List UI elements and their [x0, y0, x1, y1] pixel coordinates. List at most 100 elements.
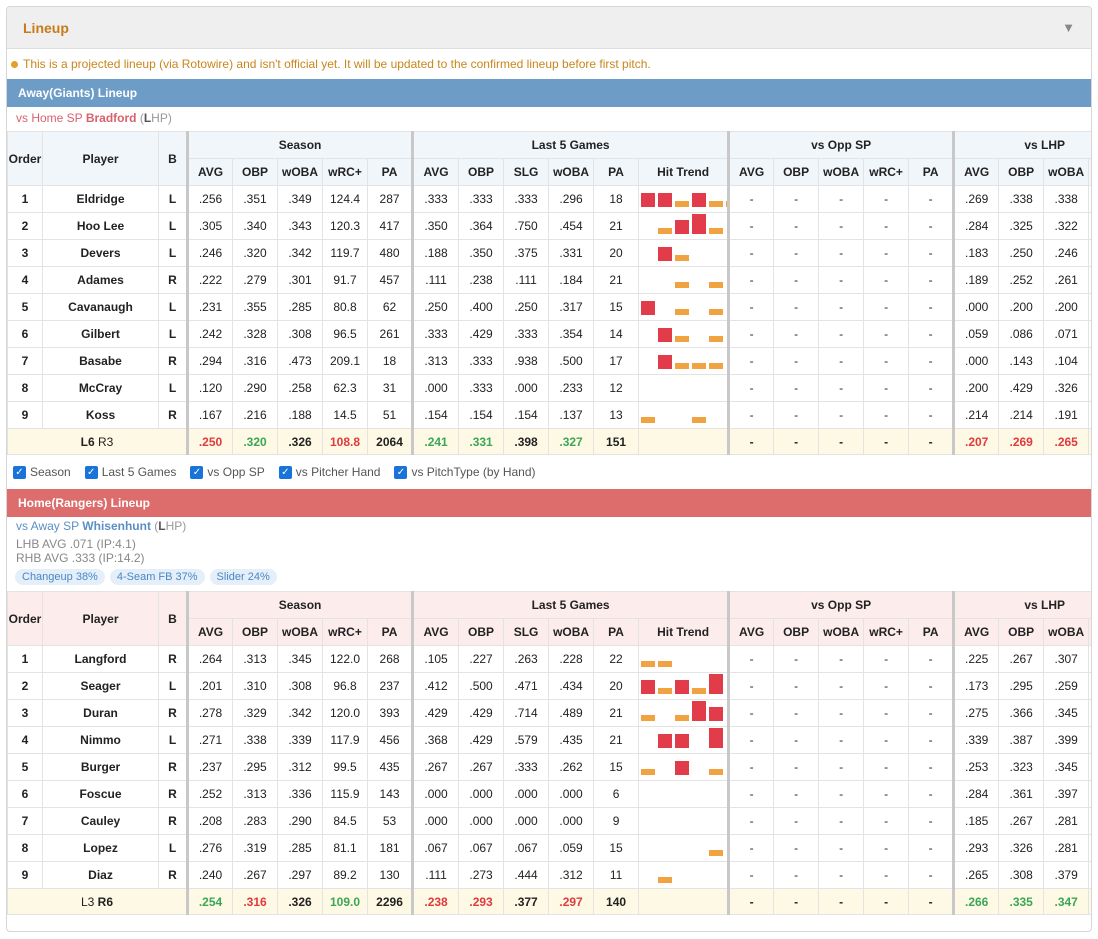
opp-col-wrc[interactable]: wRC+: [863, 618, 910, 646]
summary-hand-stat: .266: [952, 888, 1000, 915]
player-name[interactable]: Adames: [42, 266, 159, 294]
toggle-vs-pitchtype-by-hand[interactable]: ✓ vs PitchType (by Hand): [394, 465, 536, 479]
hand-col-woba[interactable]: wOBA: [1043, 618, 1090, 646]
player-row[interactable]: 9 Diaz R .240.267.297 89.2 130.111.273.444.31…: [7, 861, 1091, 889]
opp-col-pa[interactable]: PA: [908, 618, 955, 646]
season-col-woba[interactable]: wOBA: [277, 618, 323, 646]
player-name[interactable]: McCray: [42, 374, 159, 402]
season-col-woba[interactable]: wOBA: [277, 158, 323, 186]
opp-col-obp[interactable]: OBP: [773, 618, 820, 646]
player-name[interactable]: Langford: [42, 645, 159, 673]
player-name[interactable]: Seager: [42, 672, 159, 700]
away-sp-name[interactable]: Bradford: [85, 111, 137, 125]
player-row[interactable]: 9 Koss R .167.216.188 14.5 51.154.154.154.137…: [7, 401, 1091, 429]
player-name[interactable]: Koss: [42, 401, 159, 429]
last5-col-obp[interactable]: OBP: [458, 158, 505, 186]
player-name[interactable]: Cauley: [42, 807, 159, 835]
last5-col-obp[interactable]: OBP: [458, 618, 505, 646]
season-col-obp[interactable]: OBP: [232, 158, 278, 186]
player-name[interactable]: Gilbert: [42, 320, 159, 348]
hand-col-obp[interactable]: OBP: [998, 618, 1045, 646]
home-sp-name[interactable]: Whisenhunt: [82, 519, 151, 533]
player-row[interactable]: 3 Duran R .278.329.342 120.0 393.429.429.714.…: [7, 699, 1091, 727]
player-row[interactable]: 5 Burger R .237.295.312 99.5 435.267.267.333.…: [7, 753, 1091, 781]
player-name[interactable]: Burger: [42, 753, 159, 781]
player-name[interactable]: Hoo Lee: [42, 212, 159, 240]
player-name[interactable]: Diaz: [42, 861, 159, 889]
player-name[interactable]: Lopez: [42, 834, 159, 862]
toggle-season[interactable]: ✓ Season: [13, 465, 71, 479]
player-row[interactable]: 6 Gilbert L .242.328.308 96.5 261.333.429.333…: [7, 320, 1091, 348]
player-row[interactable]: 6 Foscue R .252.313.336 115.9 143.000.000.000…: [7, 780, 1091, 808]
checkbox-checked-icon[interactable]: ✓: [394, 465, 408, 479]
lineup-panel: Lineup ▼ This is a projected lineup (via…: [6, 6, 1092, 932]
last5-col-avg[interactable]: AVG: [411, 618, 460, 646]
checkbox-checked-icon[interactable]: ✓: [190, 465, 204, 479]
season-col-pa[interactable]: PA: [366, 618, 414, 646]
hand-col-obp[interactable]: OBP: [998, 158, 1045, 186]
hand-col-wrc[interactable]: wRC+: [1088, 618, 1091, 646]
player-row[interactable]: 4 Nimmo L .271.338.339 117.9 456.368.429.579.…: [7, 726, 1091, 754]
season-col-avg[interactable]: AVG: [186, 158, 233, 186]
collapse-caret-icon[interactable]: ▼: [1062, 20, 1075, 35]
last5-col-hit-trend[interactable]: Hit Trend: [638, 618, 730, 646]
hand-col-woba[interactable]: wOBA: [1043, 158, 1090, 186]
season-col-wrc[interactable]: wRC+: [322, 618, 368, 646]
opp-col-avg[interactable]: AVG: [727, 158, 775, 186]
player-row[interactable]: 4 Adames R .222.279.301 91.7 457.111.238.111.…: [7, 266, 1091, 294]
player-name[interactable]: Eldridge: [42, 185, 159, 213]
player-row[interactable]: 8 McCray L .120.290.258 62.3 31.000.333.000.2…: [7, 374, 1091, 402]
player-row[interactable]: 2 Hoo Lee L .305.340.343 120.3 417.350.364.75…: [7, 212, 1091, 240]
player-name[interactable]: Nimmo: [42, 726, 159, 754]
panel-header[interactable]: Lineup ▼: [7, 7, 1091, 49]
season-col-wrc[interactable]: wRC+: [322, 158, 368, 186]
pitch-type-pill[interactable]: Changeup 38%: [15, 569, 105, 585]
toggle-vs-pitcher-hand[interactable]: ✓ vs Pitcher Hand: [278, 465, 380, 479]
player-name[interactable]: Cavanaugh: [42, 293, 159, 321]
opp-col-woba[interactable]: wOBA: [818, 158, 865, 186]
opp-col-avg[interactable]: AVG: [727, 618, 775, 646]
last5-col-slg[interactable]: SLG: [503, 158, 550, 186]
last5-col-pa[interactable]: PA: [593, 158, 640, 186]
last5-col-slg[interactable]: SLG: [503, 618, 550, 646]
player-row[interactable]: 7 Cauley R .208.283.290 84.5 53.000.000.000.0…: [7, 807, 1091, 835]
season-col-obp[interactable]: OBP: [232, 618, 278, 646]
season-col-avg[interactable]: AVG: [186, 618, 233, 646]
opp-col-wrc[interactable]: wRC+: [863, 158, 910, 186]
player-row[interactable]: 1 Eldridge L .256.351.349 124.4 287.333.333.3…: [7, 185, 1091, 213]
last5-col-pa[interactable]: PA: [593, 618, 640, 646]
hand-col-avg[interactable]: AVG: [952, 618, 1000, 646]
player-name[interactable]: Basabe: [42, 347, 159, 375]
pitch-type-pill[interactable]: Slider 24%: [209, 569, 277, 585]
summary-last5-stat: .293: [458, 888, 505, 915]
last5-col-woba[interactable]: wOBA: [548, 618, 595, 646]
last5-col-hit-trend[interactable]: Hit Trend: [638, 158, 730, 186]
opp-col-pa[interactable]: PA: [908, 158, 955, 186]
checkbox-checked-icon[interactable]: ✓: [278, 465, 292, 479]
hand-col-wrc[interactable]: wRC+: [1088, 158, 1091, 186]
season-col-pa[interactable]: PA: [366, 158, 414, 186]
player-name[interactable]: Foscue: [42, 780, 159, 808]
toggle-vs-opp-sp[interactable]: ✓ vs Opp SP: [190, 465, 265, 479]
toggle-last-5-games[interactable]: ✓ Last 5 Games: [84, 465, 176, 479]
opp-col-obp[interactable]: OBP: [773, 158, 820, 186]
player-name[interactable]: Duran: [42, 699, 159, 727]
season-stat: 80.8: [322, 293, 368, 321]
opp-sp-stat: -: [818, 672, 865, 700]
hit-trend: [638, 212, 730, 240]
last5-stat: 20: [593, 672, 640, 700]
player-name[interactable]: Devers: [42, 239, 159, 267]
player-row[interactable]: 3 Devers L .246.320.342 119.7 480.188.350.375…: [7, 239, 1091, 267]
last5-col-avg[interactable]: AVG: [411, 158, 460, 186]
pitch-type-pill[interactable]: 4-Seam FB 37%: [109, 569, 205, 585]
checkbox-checked-icon[interactable]: ✓: [84, 465, 98, 479]
player-row[interactable]: 1 Langford R .264.313.345 122.0 268.105.227.2…: [7, 645, 1091, 673]
player-row[interactable]: 8 Lopez L .276.319.285 81.1 181.067.067.067.0…: [7, 834, 1091, 862]
checkbox-checked-icon[interactable]: ✓: [13, 465, 26, 479]
player-row[interactable]: 2 Seager L .201.310.308 96.8 237.412.500.471.…: [7, 672, 1091, 700]
last5-col-woba[interactable]: wOBA: [548, 158, 595, 186]
player-row[interactable]: 7 Basabe R .294.316.473 209.1 18.313.333.938.…: [7, 347, 1091, 375]
hand-col-avg[interactable]: AVG: [952, 158, 1000, 186]
opp-col-woba[interactable]: wOBA: [818, 618, 865, 646]
player-row[interactable]: 5 Cavanaugh L .231.355.285 80.8 62.250.400.25…: [7, 293, 1091, 321]
